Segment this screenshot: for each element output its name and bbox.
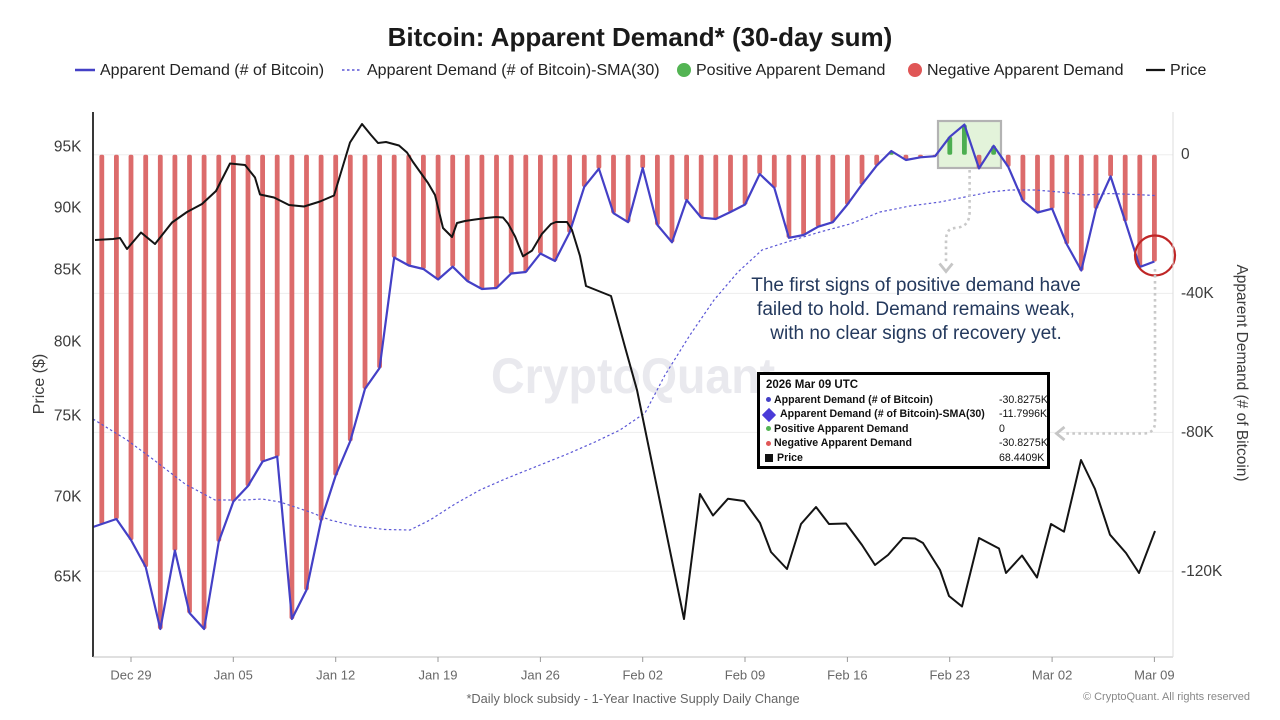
svg-text:Feb 23: Feb 23 xyxy=(929,668,969,683)
svg-text:Jan 26: Jan 26 xyxy=(521,668,560,683)
svg-text:Feb 02: Feb 02 xyxy=(622,668,662,683)
svg-text:80K: 80K xyxy=(54,334,82,351)
svg-text:Mar 09: Mar 09 xyxy=(1134,668,1174,683)
svg-text:-40K: -40K xyxy=(1181,285,1214,302)
svg-text:75K: 75K xyxy=(54,408,82,425)
svg-text:Jan 05: Jan 05 xyxy=(214,668,253,683)
svg-text:0: 0 xyxy=(1181,146,1190,163)
svg-text:Mar 02: Mar 02 xyxy=(1032,668,1072,683)
svg-text:Jan 19: Jan 19 xyxy=(418,668,457,683)
svg-text:Jan 12: Jan 12 xyxy=(316,668,355,683)
svg-text:-120K: -120K xyxy=(1181,563,1223,580)
svg-text:65K: 65K xyxy=(54,569,82,586)
svg-text:Feb 16: Feb 16 xyxy=(827,668,867,683)
svg-text:70K: 70K xyxy=(54,489,82,506)
svg-text:90K: 90K xyxy=(54,200,82,217)
svg-text:Feb 09: Feb 09 xyxy=(725,668,765,683)
svg-text:-80K: -80K xyxy=(1181,424,1214,441)
svg-text:95K: 95K xyxy=(54,139,82,156)
svg-text:Dec 29: Dec 29 xyxy=(110,668,151,683)
svg-text:Price ($): Price ($) xyxy=(31,354,48,414)
svg-text:85K: 85K xyxy=(54,262,82,279)
svg-text:Apparent Demand (# of Bitcoin): Apparent Demand (# of Bitcoin) xyxy=(1233,264,1250,481)
